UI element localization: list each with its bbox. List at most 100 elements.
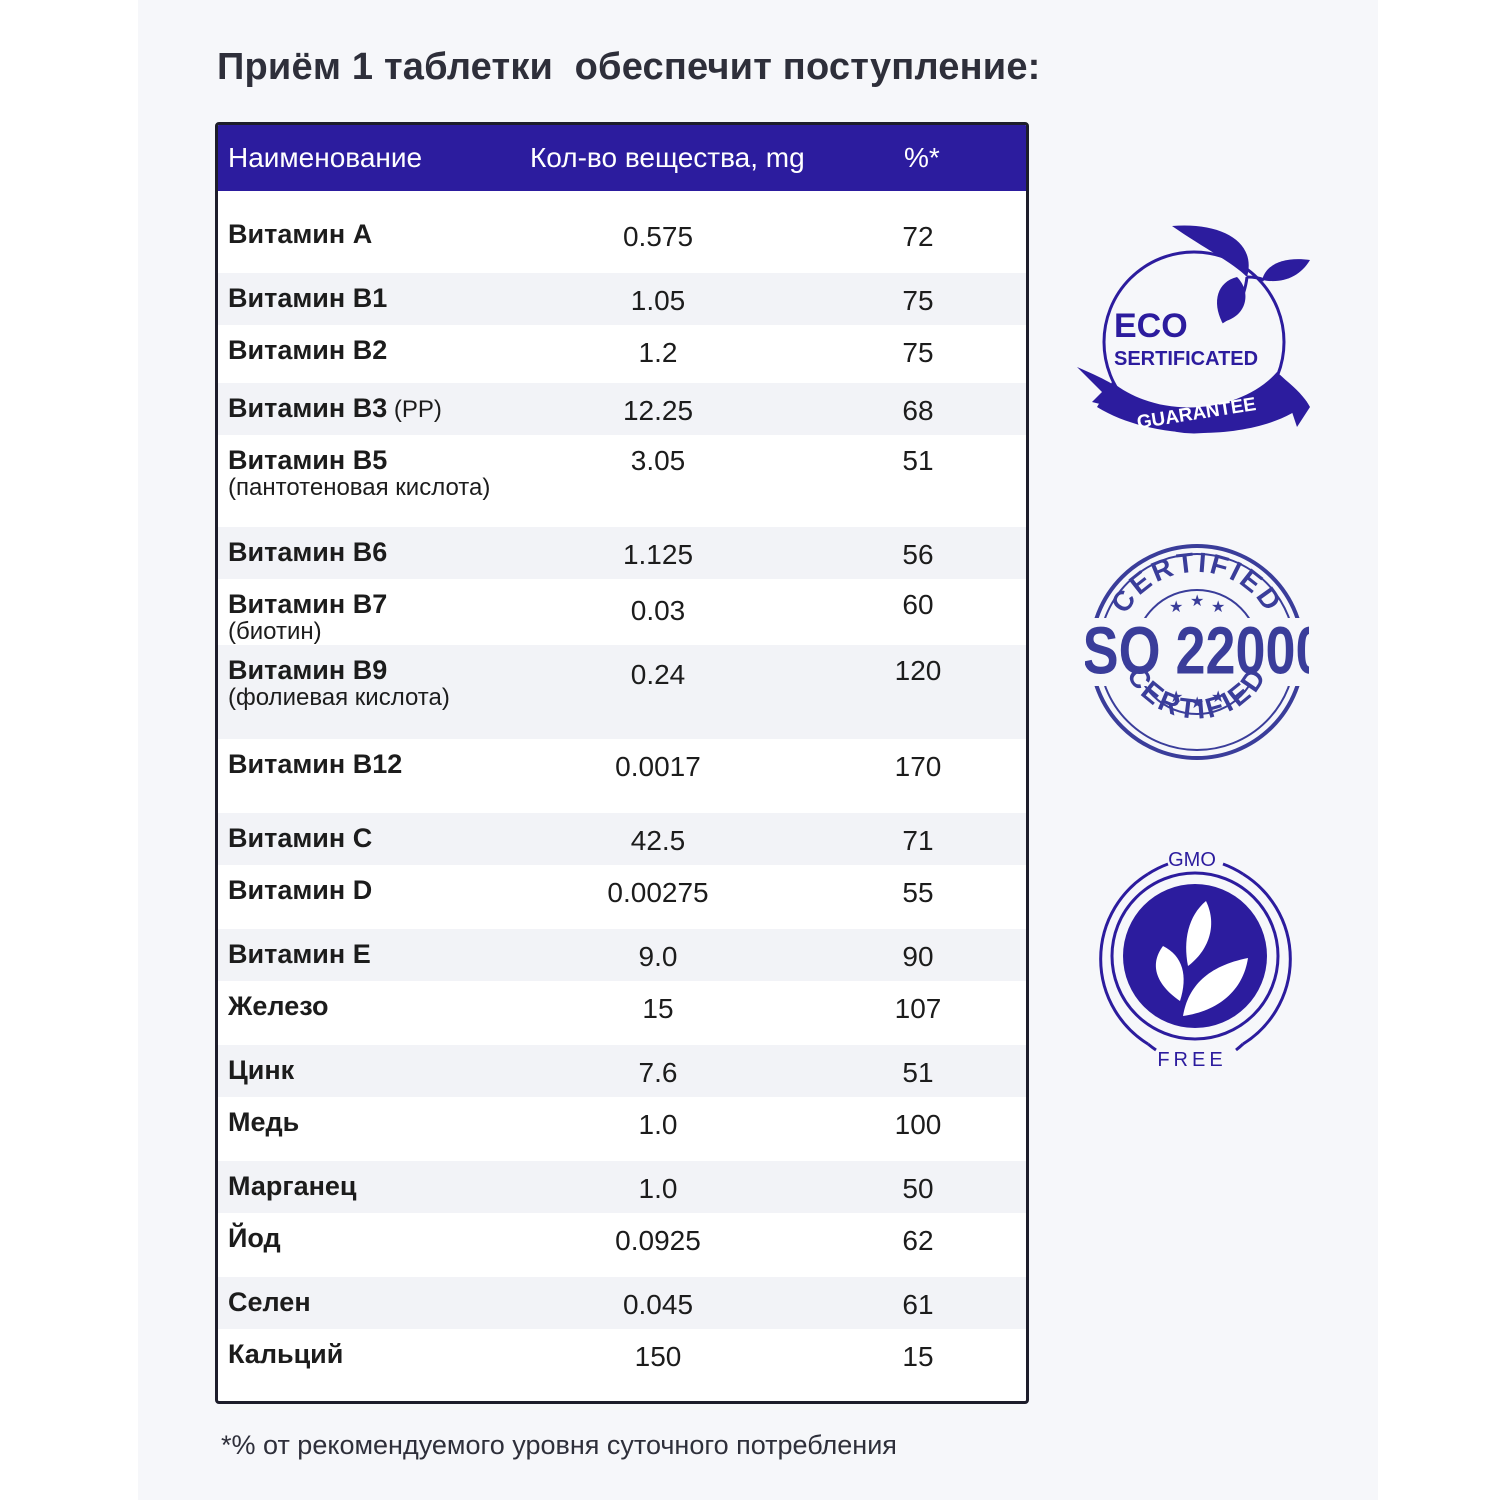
nutrient-name: Витамин B3 (PP) xyxy=(228,393,442,424)
nutrient-name-text: Витамин B9 xyxy=(228,655,388,685)
table-row: Витамин B12 0.0017 170 xyxy=(218,739,1026,813)
table-row: Витамин B3 (PP) 12.25 68 xyxy=(218,383,1026,435)
nutrient-name: Витамин B1 xyxy=(228,283,387,314)
table-row: Витамин C 42.5 71 xyxy=(218,813,1026,865)
nutrient-name-text: Витамин B2 xyxy=(228,335,388,365)
nutrient-percent: 15 xyxy=(902,1341,934,1372)
nutrient-name: Витамин B2 xyxy=(228,335,387,366)
nutrient-quantity: 12.25 xyxy=(622,395,694,426)
nutrient-name: Йод xyxy=(228,1223,281,1254)
nutrient-name: Витамин B7 (биотин) xyxy=(228,589,387,644)
svg-text:★: ★ xyxy=(1190,693,1204,712)
table-row: Витамин E 9.0 90 xyxy=(218,929,1026,981)
nutrient-name-text: Витамин B5 xyxy=(228,445,388,475)
nutrient-name: Витамин B5 (пантотеновая кислота) xyxy=(228,445,490,500)
nutrient-name-text: Марганец xyxy=(228,1171,357,1201)
nutrient-percent: 75 xyxy=(902,285,934,316)
nutrient-table: Наименование Кол-во вещества, mg %* Вита… xyxy=(215,122,1029,1404)
footnote: *% от рекомендуемого уровня суточного по… xyxy=(221,1430,897,1460)
nutrient-name-text: Витамин A xyxy=(228,219,373,249)
table-row: Витамин B1 1.05 75 xyxy=(218,273,1026,325)
nutrient-name-text: Медь xyxy=(228,1107,300,1137)
nutrient-quantity: 1.05 xyxy=(630,285,686,316)
nutrient-name: Витамин E xyxy=(228,939,371,970)
nutrient-percent: 51 xyxy=(902,1057,934,1088)
nutrient-subtitle: (фолиевая кислота) xyxy=(228,684,450,711)
nutrient-name-text: Витамин D xyxy=(228,875,373,905)
nutrient-percent: 90 xyxy=(902,941,934,972)
nutrient-name: Витамин B6 xyxy=(228,537,387,568)
leaves-icon xyxy=(1155,901,1248,1016)
nutrient-quantity: 15 xyxy=(642,993,674,1024)
nutrient-name: Железо xyxy=(228,991,328,1022)
nutrient-name-text: Витамин B3 xyxy=(228,393,388,423)
nutrient-percent: 72 xyxy=(902,221,934,252)
nutrient-name-text: Витамин B7 xyxy=(228,589,388,619)
nutrient-name-text: Цинк xyxy=(228,1055,295,1085)
nutrient-quantity: 3.05 xyxy=(630,445,686,476)
nutrient-name: Витамин A xyxy=(228,219,372,250)
header-percent: %* xyxy=(904,142,940,173)
sertificated-label: SERTIFICATED xyxy=(1114,348,1258,370)
nutrient-quantity: 42.5 xyxy=(630,825,686,856)
table-row: Витамин B9 (фолиевая кислота) 0.24 120 xyxy=(218,645,1026,739)
iso-22000-badge: CERTIFIED CERTIFIED ISO 22000 ★ ★ ★ ★ ★ … xyxy=(1085,544,1309,760)
nutrient-percent: 62 xyxy=(902,1225,934,1256)
nutrient-percent: 170 xyxy=(894,751,942,782)
table-row: Витамин B7 (биотин) 0.03 60 xyxy=(218,579,1026,645)
nutrient-quantity: 0.045 xyxy=(622,1289,694,1320)
nutrient-name: Витамин B9 (фолиевая кислота) xyxy=(228,655,450,710)
nutrient-name: Марганец xyxy=(228,1171,357,1202)
nutrient-quantity: 0.575 xyxy=(622,221,694,252)
table-header: Наименование Кол-во вещества, mg %* xyxy=(218,125,1026,191)
svg-text:★: ★ xyxy=(1190,591,1204,610)
nutrient-quantity: 9.0 xyxy=(638,941,678,972)
nutrient-name-text: Витамин E xyxy=(228,939,371,969)
nutrient-percent: 120 xyxy=(894,655,942,686)
nutrient-name: Кальций xyxy=(228,1339,343,1370)
nutrient-percent: 71 xyxy=(902,825,934,856)
table-row: Витамин B2 1.2 75 xyxy=(218,325,1026,383)
header-name: Наименование xyxy=(228,142,423,173)
svg-text:★: ★ xyxy=(1211,687,1225,706)
nutrient-name-extra: (PP) xyxy=(387,396,442,423)
header-quantity: Кол-во вещества, mg xyxy=(530,142,805,173)
svg-text:★: ★ xyxy=(1169,687,1183,706)
nutrient-subtitle: (пантотеновая кислота) xyxy=(228,474,491,501)
nutrient-name-text: Кальций xyxy=(228,1339,344,1369)
nutrient-percent: 50 xyxy=(902,1173,934,1204)
nutrient-percent: 107 xyxy=(894,993,942,1024)
iso-center-label: ISO 22000 xyxy=(1085,613,1309,688)
nutrient-quantity: 0.00275 xyxy=(607,877,709,908)
table-row: Марганец 1.0 50 xyxy=(218,1161,1026,1213)
table-row: Медь 1.0 100 xyxy=(218,1097,1026,1161)
nutrient-name: Селен xyxy=(228,1287,311,1318)
nutrient-percent: 60 xyxy=(902,589,934,620)
nutrient-name-text: Витамин B12 xyxy=(228,749,403,779)
nutrient-name-text: Витамин B6 xyxy=(228,537,388,567)
nutrient-quantity: 1.125 xyxy=(622,539,694,570)
nutrient-percent: 75 xyxy=(902,337,934,368)
leaf-icon xyxy=(1172,225,1310,324)
nutrient-name-text: Селен xyxy=(228,1287,311,1317)
nutrient-name: Витамин D xyxy=(228,875,372,906)
nutrient-quantity: 150 xyxy=(634,1341,682,1372)
table-row: Витамин D 0.00275 55 xyxy=(218,865,1026,929)
nutrient-quantity: 1.0 xyxy=(638,1109,678,1140)
nutrient-name: Витамин C xyxy=(228,823,372,854)
nutrient-name-text: Йод xyxy=(228,1223,281,1253)
star-icon: ★ ★ ★ ★ ★ ★ xyxy=(1169,591,1225,712)
nutrient-name-text: Витамин C xyxy=(228,823,373,853)
table-row: Цинк 7.6 51 xyxy=(218,1045,1026,1097)
table-row: Витамин B6 1.125 56 xyxy=(218,527,1026,579)
svg-text:★: ★ xyxy=(1211,597,1225,616)
eco-certified-badge: ECO SERTIFICATED GUARANTEE xyxy=(1077,225,1310,434)
nutrient-percent: 55 xyxy=(902,877,934,908)
gmo-label: GMO xyxy=(1168,849,1216,871)
nutrient-name: Медь xyxy=(228,1107,299,1138)
nutrient-percent: 51 xyxy=(902,445,934,476)
nutrient-percent: 68 xyxy=(902,395,934,426)
svg-text:★: ★ xyxy=(1169,597,1183,616)
nutrient-name-text: Железо xyxy=(228,991,329,1021)
gmo-free-badge: GMO FREE xyxy=(1099,849,1292,1071)
